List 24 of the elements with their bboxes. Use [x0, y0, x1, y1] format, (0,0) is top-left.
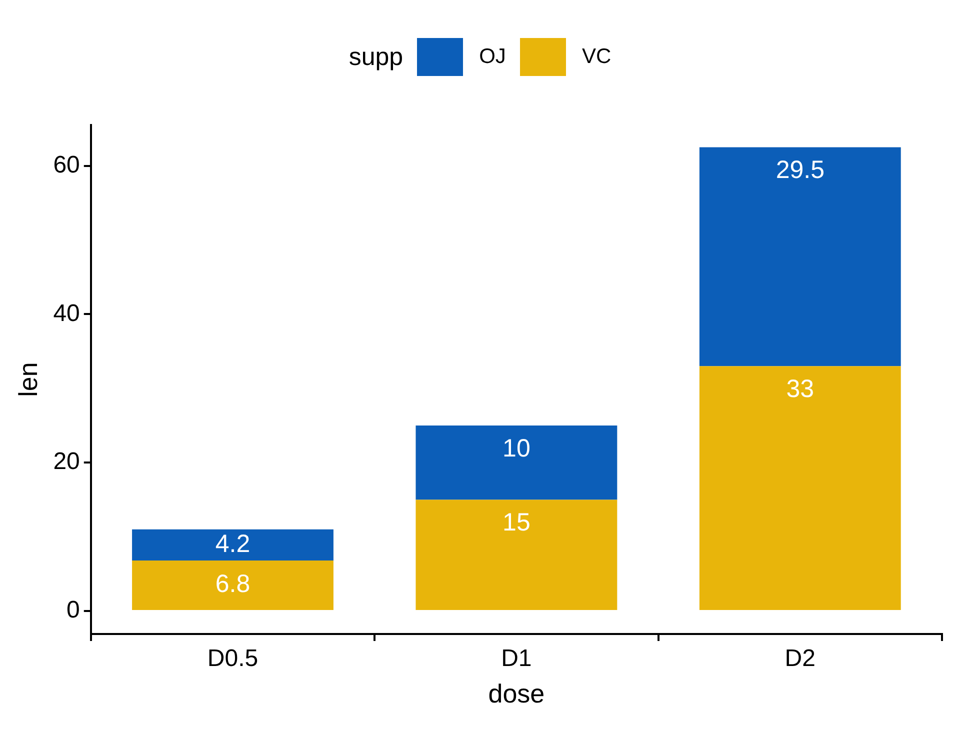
legend-label: OJ — [479, 45, 506, 69]
x-tick-label: D1 — [501, 645, 532, 672]
bar — [416, 426, 618, 500]
data-label: 4.2 — [215, 530, 250, 558]
data-label: 33 — [786, 375, 814, 404]
y-tick-label: 0 — [66, 596, 80, 624]
data-label: 10 — [502, 434, 530, 462]
y-axis-title: len — [12, 362, 43, 397]
data-label: 6.8 — [215, 570, 250, 598]
x-axis-title: dose — [488, 678, 545, 709]
y-tick-label: 40 — [53, 300, 80, 327]
x-tick-label: D0.5 — [207, 645, 258, 672]
y-tick-label: 60 — [53, 151, 80, 178]
bar — [132, 560, 334, 610]
legend-label: VC — [582, 45, 612, 69]
y-tick-label: 20 — [53, 448, 80, 476]
bar — [416, 500, 618, 610]
bar — [132, 529, 334, 561]
legend-title: supp — [348, 42, 404, 72]
bar — [699, 147, 901, 366]
x-tick-label: D2 — [784, 645, 816, 672]
data-label: 29.5 — [776, 156, 824, 184]
data-label: 15 — [502, 508, 530, 537]
bar — [699, 366, 901, 610]
